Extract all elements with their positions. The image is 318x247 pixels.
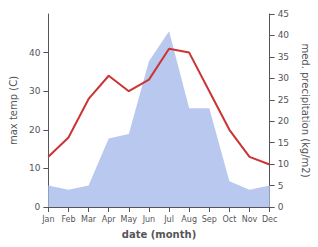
svg-text:max temp (C): max temp (C) [8, 76, 19, 145]
svg-text:Apr: Apr [102, 215, 117, 224]
svg-text:30: 30 [278, 73, 290, 83]
svg-text:Feb: Feb [61, 215, 75, 224]
svg-text:5: 5 [278, 181, 284, 191]
svg-text:0: 0 [35, 202, 41, 212]
svg-text:Dec: Dec [262, 215, 277, 224]
svg-text:Jan: Jan [41, 215, 54, 224]
svg-text:0: 0 [278, 202, 284, 212]
svg-text:40: 40 [29, 48, 41, 58]
svg-text:25: 25 [278, 95, 289, 105]
svg-text:Aug: Aug [181, 215, 197, 224]
svg-text:45: 45 [278, 9, 289, 19]
svg-text:10: 10 [278, 159, 290, 169]
svg-text:med. precipitation (kg/m2): med. precipitation (kg/m2) [300, 43, 311, 177]
svg-text:date (month): date (month) [122, 229, 196, 240]
svg-text:35: 35 [278, 52, 289, 62]
svg-text:Mar: Mar [81, 215, 97, 224]
svg-text:Sep: Sep [202, 215, 217, 224]
svg-text:Oct: Oct [222, 215, 236, 224]
svg-text:Jun: Jun [142, 215, 156, 224]
svg-text:Nov: Nov [242, 215, 258, 224]
svg-text:15: 15 [278, 138, 289, 148]
svg-text:30: 30 [29, 86, 41, 96]
svg-text:20: 20 [29, 125, 41, 135]
svg-text:40: 40 [278, 30, 290, 40]
svg-text:20: 20 [278, 116, 290, 126]
svg-text:10: 10 [29, 163, 41, 173]
svg-text:Jul: Jul [163, 215, 174, 224]
svg-text:May: May [121, 215, 138, 224]
